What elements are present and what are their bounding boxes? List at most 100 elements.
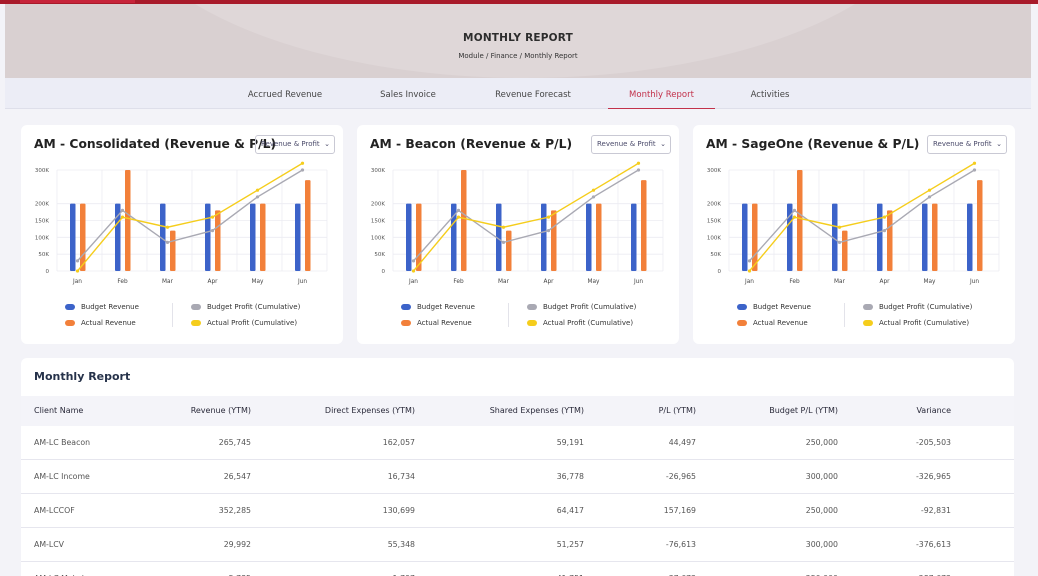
point-budget-profit (837, 240, 842, 244)
x-tick-label: May (588, 279, 601, 285)
legend-budget-profit: Budget Profit (Cumulative) (527, 303, 636, 311)
table-row[interactable]: AM-LCCOF 352,285 130,699 64,417 157,169 250,0… (21, 494, 1014, 528)
point-budget-profit (972, 168, 977, 172)
legend-swatch (863, 320, 873, 326)
y-tick-label: 100K (707, 235, 721, 241)
tab-monthly-report[interactable]: Monthly Report (608, 78, 715, 109)
table-cell: 352,285 (218, 506, 251, 515)
bar-actual-revenue (887, 210, 893, 271)
table-cell: -37,673 (666, 562, 696, 576)
chart-type-select[interactable]: Revenue & Profit ⌄ (255, 135, 335, 154)
breadcrumb: Module / Finance / Monthly Report (458, 52, 578, 60)
point-budget-profit (882, 229, 887, 233)
tab-sales-invoice[interactable]: Sales Invoice (380, 90, 436, 100)
table-cell: -287,673 (916, 562, 951, 576)
bar-budget-revenue (406, 203, 412, 271)
tab-bar: Accrued Revenue Sales Invoice Revenue Fo… (5, 78, 1031, 109)
chart-title: AM - SageOne (Revenue & P/L) (706, 137, 920, 151)
column-header[interactable]: Shared Expenses (YTM) (489, 406, 584, 415)
bar-budget-revenue (877, 203, 883, 271)
table-cell: -26,965 (665, 472, 696, 481)
bar-budget-revenue (496, 203, 502, 271)
table-row[interactable]: AM-LC Beacon 265,745 162,057 59,191 44,497 25… (21, 426, 1014, 460)
bar-actual-revenue (842, 230, 848, 271)
table-cell: 64,417 (556, 506, 584, 515)
column-header[interactable]: P/L (YTM) (658, 406, 696, 415)
line-budget-profit (76, 169, 303, 262)
bar-budget-revenue (295, 203, 301, 271)
bar-actual-revenue (260, 203, 266, 271)
legend-swatch (737, 304, 747, 310)
point-actual-profit (546, 215, 551, 219)
point-actual-profit (456, 215, 461, 219)
x-tick-label: Apr (879, 279, 890, 285)
report-title: Monthly Report (34, 370, 131, 383)
table-row[interactable]: AM-LC Income 26,547 16,734 36,778 -26,965 300… (21, 460, 1014, 494)
legend-divider (508, 303, 509, 327)
table-cell: 250,000 (805, 506, 838, 515)
point-actual-profit (792, 215, 797, 219)
chart-type-select[interactable]: Revenue & Profit ⌄ (591, 135, 671, 154)
point-actual-profit (300, 161, 305, 165)
legend-actual-profit: Actual Profit (Cumulative) (863, 319, 969, 327)
table-cell: 130,699 (382, 506, 415, 515)
tab-accrued-revenue[interactable]: Accrued Revenue (247, 90, 323, 100)
table-cell: -376,613 (915, 540, 951, 549)
point-actual-profit (411, 269, 416, 273)
point-actual-profit (591, 188, 596, 192)
column-header[interactable]: Variance (916, 406, 951, 415)
point-actual-profit (636, 161, 641, 165)
legend-swatch (65, 304, 75, 310)
table-cell: -205,503 (915, 438, 951, 447)
table-cell: 162,057 (382, 438, 415, 447)
tab-activities[interactable]: Activities (750, 90, 790, 100)
line-actual-profit (76, 162, 303, 272)
x-tick-label: Jun (633, 279, 643, 285)
table-cell: 44,497 (668, 438, 696, 447)
legend-divider (844, 303, 845, 327)
bar-actual-revenue (752, 203, 758, 271)
table-cell: 265,745 (218, 438, 251, 447)
page-title: MONTHLY REPORT (463, 32, 573, 44)
x-tick-label: Jun (297, 279, 307, 285)
bar-actual-revenue (932, 203, 938, 271)
column-header[interactable]: Client Name (34, 406, 84, 415)
x-tick-label: Feb (789, 279, 800, 285)
chart-type-select[interactable]: Revenue & Profit ⌄ (927, 135, 1007, 154)
revenue-profit-chart: 0 50K 100K 150K 200K 300K Jan Feb Mar Apr May Jun (35, 161, 328, 285)
column-header[interactable]: Direct Expenses (YTM) (324, 406, 415, 415)
point-budget-profit (300, 168, 305, 172)
point-budget-profit (120, 208, 125, 212)
y-tick-label: 100K (371, 235, 385, 241)
point-actual-profit (210, 215, 215, 219)
y-tick-label: 300K (707, 168, 721, 174)
point-actual-profit (972, 161, 977, 165)
bar-budget-revenue (70, 203, 76, 271)
bar-budget-revenue (541, 203, 547, 271)
x-tick-label: Jun (969, 279, 979, 285)
revenue-profit-chart: 0 50K 100K 150K 200K 300K Jan Feb Mar Apr May Jun (371, 161, 664, 285)
column-header[interactable]: Budget P/L (YTM) (769, 406, 838, 415)
point-budget-profit (792, 208, 797, 212)
legend-budget-profit: Budget Profit (Cumulative) (191, 303, 300, 311)
table-row[interactable]: AM-LCV 29,992 55,348 51,257 -76,613 300,000 -3… (21, 528, 1014, 562)
legend-swatch (191, 320, 201, 326)
legend-actual-revenue: Actual Revenue (737, 319, 808, 327)
point-budget-profit (165, 240, 170, 244)
column-header[interactable]: Revenue (YTM) (190, 406, 251, 415)
table-row[interactable]: AM-LC Makaly 5,785 1,797 41,751 -37,673 250,0… (21, 562, 1014, 576)
point-actual-profit (120, 215, 125, 219)
tab-revenue-forecast[interactable]: Revenue Forecast (495, 90, 571, 100)
table-cell: 1,797 (393, 562, 415, 576)
table-cell: 5,785 (229, 562, 251, 576)
legend-swatch (401, 320, 411, 326)
bar-budget-revenue (631, 203, 637, 271)
table-cell: 250,000 (805, 438, 838, 447)
chart-card-consolidated: AM - Consolidated (Revenue & P/L) Revenu… (21, 125, 343, 344)
table-header: Client Name Revenue (YTM) Direct Expense… (21, 396, 1014, 426)
y-tick-label: 200K (371, 202, 385, 208)
top-bar-badge (20, 0, 135, 3)
x-tick-label: Jan (72, 279, 82, 285)
bar-actual-revenue (305, 180, 311, 271)
table-cell: 41,751 (557, 562, 584, 576)
